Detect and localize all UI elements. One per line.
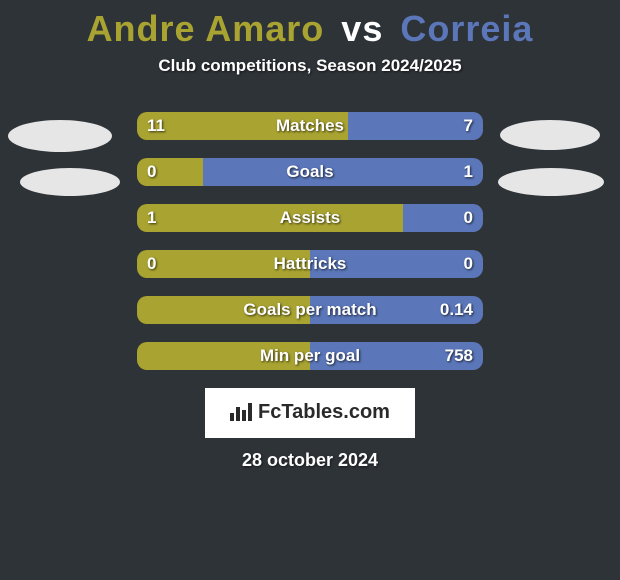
stat-label: Goals [137,158,483,186]
stats-bars: Matches117Goals01Assists10Hattricks00Goa… [137,112,483,370]
stat-value-left: 1 [147,204,156,232]
stat-value-left: 11 [147,112,165,140]
stat-row: Goals per match0.14 [137,296,483,324]
stat-label: Goals per match [137,296,483,324]
avatar [8,120,112,152]
stat-value-right: 7 [464,112,473,140]
stat-value-left: 0 [147,158,156,186]
stat-label: Matches [137,112,483,140]
stat-value-right: 0 [464,250,473,278]
avatar [20,168,120,196]
stat-value-right: 758 [445,342,473,370]
subtitle: Club competitions, Season 2024/2025 [0,56,620,76]
stat-value-right: 0 [464,204,473,232]
avatar [500,120,600,150]
stat-row: Hattricks0 0 [137,250,483,278]
comparison-title: Andre Amaro vs Correia [0,0,620,50]
watermark-text: FcTables.com [258,401,390,423]
stat-label: Assists [137,204,483,232]
fctables-watermark: FcTables.com [205,388,415,438]
snapshot-date: 28 october 2024 [0,450,620,471]
stat-row: Min per goal758 [137,342,483,370]
stat-value-right: 1 [464,158,473,186]
player1-name: Andre Amaro [87,8,325,49]
avatar [498,168,604,196]
chart-icon [230,403,252,421]
stat-label: Min per goal [137,342,483,370]
stat-row: Assists1 0 [137,204,483,232]
player2-name: Correia [400,8,533,49]
stat-value-left: 0 [147,250,156,278]
stat-label: Hattricks [137,250,483,278]
stat-value-right: 0.14 [440,296,473,324]
stat-row: Matches11 7 [137,112,483,140]
vs-word: vs [341,8,383,49]
stat-row: Goals0 1 [137,158,483,186]
